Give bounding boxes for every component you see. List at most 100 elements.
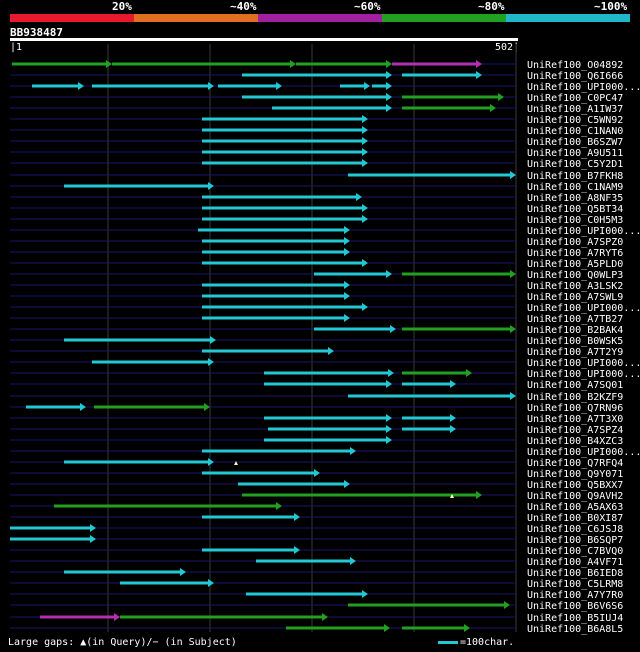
hit-row[interactable]: UniRef100_C0H5M3 [10,215,623,226]
hit-label[interactable]: UniRef100_A4VF71 [527,557,623,568]
hit-row[interactable]: UniRef100_Q9AVH2 [10,491,623,502]
hit-label[interactable]: UniRef100_B6V6S6 [527,601,623,612]
hit-row[interactable]: UniRef100_C1NAN0 [10,126,623,137]
hit-label[interactable]: UniRef100_C7BVQ0 [527,546,623,557]
hit-label[interactable]: UniRef100_Q7RN96 [527,403,623,414]
hit-label[interactable]: UniRef100_UPI000... [527,226,640,237]
hit-row[interactable]: UniRef100_B4XZC3 [10,436,623,447]
hit-label[interactable]: UniRef100_B4XZC3 [527,436,623,447]
hit-label[interactable]: UniRef100_C0PC47 [527,93,623,104]
hit-row[interactable]: UniRef100_A7T3X0 [10,414,623,425]
hit-label[interactable]: UniRef100_A5AX63 [527,502,623,513]
hit-label[interactable]: UniRef100_UPI000... [527,303,640,314]
hit-row[interactable]: UniRef100_A4VF71 [10,557,623,568]
hit-label[interactable]: UniRef100_A8NF35 [527,193,623,204]
hit-row[interactable]: UniRef100_Q7RN96 [10,403,623,414]
hit-row[interactable]: UniRef100_B6SZW7 [10,137,623,148]
hit-label[interactable]: UniRef100_A7RYT6 [527,248,623,259]
hit-row[interactable]: UniRef100_A8NF35 [10,193,623,204]
hit-row[interactable]: UniRef100_B6IED8 [10,568,623,579]
hit-label[interactable]: UniRef100_B6SQP7 [527,535,623,546]
hit-row[interactable]: UniRef100_B6A8L5 [10,624,623,635]
hit-label[interactable]: UniRef100_B6IED8 [527,568,623,579]
hit-label[interactable]: UniRef100_B2KZF9 [527,392,623,403]
hit-row[interactable]: UniRef100_A7Y7R0 [10,590,623,601]
hit-row[interactable]: UniRef100_C5Y2D1 [10,159,623,170]
hit-label[interactable]: UniRef100_Q5BXX7 [527,480,623,491]
hit-label[interactable]: UniRef100_B0XI87 [527,513,623,524]
hit-row[interactable]: UniRef100_UPI000... [10,369,640,380]
hit-label[interactable]: UniRef100_A7T3X0 [527,414,623,425]
hit-row[interactable]: UniRef100_A7TB27 [10,314,623,325]
hit-label[interactable]: UniRef100_B6A8L5 [527,624,623,635]
hit-row[interactable]: UniRef100_A7SWL9 [10,292,623,303]
hit-label[interactable]: UniRef100_UPI000... [527,358,640,369]
hit-row[interactable]: UniRef100_B2BAK4 [10,325,623,336]
hit-label[interactable]: UniRef100_A7SQ01 [527,380,623,391]
hit-row[interactable]: UniRef100_UPI000... [10,226,640,237]
hit-label[interactable]: UniRef100_A7T2Y9 [527,347,623,358]
hit-label[interactable]: UniRef100_C0H5M3 [527,215,623,226]
hit-row[interactable]: UniRef100_A3LSK2 [10,281,623,292]
hit-row[interactable]: UniRef100_UPI000... [10,358,640,369]
hit-row[interactable]: UniRef100_C1NAM9 [10,182,623,193]
hit-label[interactable]: UniRef100_C1NAM9 [527,182,623,193]
hit-row[interactable]: UniRef100_B6V6S6 [10,601,623,612]
hit-label[interactable]: UniRef100_B5IUJ4 [527,613,623,624]
hit-row[interactable]: UniRef100_Q5BXX7 [10,480,623,491]
hit-row[interactable]: UniRef100_B2KZF9 [10,392,623,403]
hit-row[interactable]: UniRef100_B0XI87 [10,513,623,524]
hit-row[interactable]: UniRef100_A7T2Y9 [10,347,623,358]
hit-label[interactable]: UniRef100_C5LRM8 [527,579,623,590]
hit-row[interactable]: UniRef100_A7RYT6 [10,248,623,259]
hit-row[interactable]: UniRef100_Q9Y071 [10,469,623,480]
hit-label[interactable]: UniRef100_A1IW37 [527,104,623,115]
hit-row[interactable]: UniRef100_C7BVQ0 [10,546,623,557]
hit-label[interactable]: UniRef100_A7SWL9 [527,292,623,303]
hit-label[interactable]: UniRef100_A3LSK2 [527,281,623,292]
hit-row[interactable]: UniRef100_B6SQP7 [10,535,623,546]
hit-label[interactable]: UniRef100_Q7RFQ4 [527,458,623,469]
hit-row[interactable]: UniRef100_A9U511 [10,148,623,159]
hit-row[interactable]: UniRef100_A5AX63 [10,502,623,513]
hit-row[interactable]: UniRef100_B0WSK5 [10,336,623,347]
hit-label[interactable]: UniRef100_UPI000... [527,447,640,458]
hit-label[interactable]: UniRef100_Q5BT34 [527,204,623,215]
hit-row[interactable]: UniRef100_C5WN92 [10,115,623,126]
hit-row[interactable]: UniRef100_C5LRM8 [10,579,623,590]
hit-row[interactable]: UniRef100_A7SQ01 [10,380,623,391]
hit-label[interactable]: UniRef100_B7FKH8 [527,171,623,182]
hit-label[interactable]: UniRef100_A5PLD0 [527,259,623,270]
hit-label[interactable]: UniRef100_Q9Y071 [527,469,623,480]
hit-label[interactable]: UniRef100_A9U511 [527,148,623,159]
hit-row[interactable]: UniRef100_UPI000... [10,82,640,93]
hit-row[interactable]: UniRef100_Q0WLP3 [10,270,623,281]
hit-label[interactable]: UniRef100_O04892 [527,60,623,71]
hit-label[interactable]: UniRef100_Q6I666 [527,71,623,82]
hit-label[interactable]: UniRef100_A7SPZ4 [527,425,623,436]
hit-label[interactable]: UniRef100_B0WSK5 [527,336,623,347]
hit-label[interactable]: UniRef100_C1NAN0 [527,126,623,137]
hit-label[interactable]: UniRef100_C6JSJ8 [527,524,623,535]
hit-row[interactable]: UniRef100_Q7RFQ4 [10,458,623,469]
hit-row[interactable]: UniRef100_A7SPZ0 [10,237,623,248]
hit-label[interactable]: UniRef100_B2BAK4 [527,325,623,336]
hit-row[interactable]: UniRef100_A1IW37 [10,104,623,115]
hit-label[interactable]: UniRef100_Q9AVH2 [527,491,623,502]
hit-label[interactable]: UniRef100_A7TB27 [527,314,623,325]
hit-label[interactable]: UniRef100_A7SPZ0 [527,237,623,248]
hit-row[interactable]: UniRef100_Q6I666 [10,71,623,82]
hit-label[interactable]: UniRef100_A7Y7R0 [527,590,623,601]
hit-label[interactable]: UniRef100_B6SZW7 [527,137,623,148]
hit-row[interactable]: UniRef100_UPI000... [10,447,640,458]
hit-row[interactable]: UniRef100_C0PC47 [10,93,623,104]
hit-row[interactable]: UniRef100_B5IUJ4 [10,613,623,624]
hit-label[interactable]: UniRef100_UPI000... [527,369,640,380]
hit-row[interactable]: UniRef100_B7FKH8 [10,171,623,182]
hit-label[interactable]: UniRef100_C5WN92 [527,115,623,126]
hit-row[interactable]: UniRef100_C6JSJ8 [10,524,623,535]
hit-row[interactable]: UniRef100_O04892 [10,60,623,71]
hit-row[interactable]: UniRef100_A5PLD0 [10,259,623,270]
hit-label[interactable]: UniRef100_C5Y2D1 [527,159,623,170]
hit-row[interactable]: UniRef100_A7SPZ4 [10,425,623,436]
